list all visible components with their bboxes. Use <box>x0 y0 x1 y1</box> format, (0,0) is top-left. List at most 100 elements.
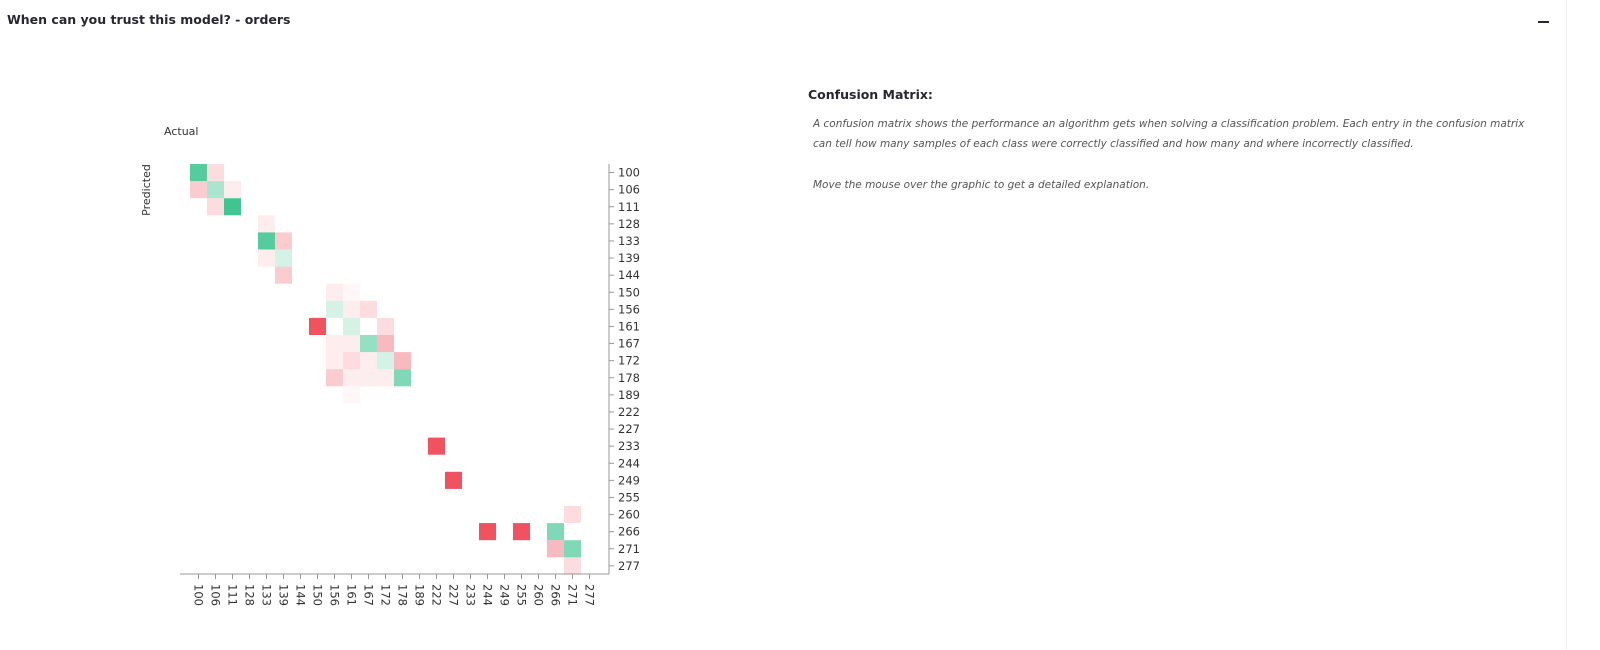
x-tick-label: 271 <box>566 584 580 606</box>
x-tick-label: 106 <box>209 584 223 606</box>
heatmap-cell <box>224 198 241 216</box>
heatmap-cell <box>394 352 411 370</box>
heatmap-cell <box>564 540 581 558</box>
x-tick-label: 233 <box>464 584 478 606</box>
section-title: When can you trust this model? - orders <box>7 12 291 27</box>
y-tick-label: 106 <box>618 183 640 197</box>
heatmap-cell <box>343 283 360 301</box>
y-tick-label: 260 <box>618 508 640 522</box>
y-tick-label: 255 <box>618 490 640 504</box>
y-tick-label: 277 <box>618 559 640 573</box>
y-tick-label: 172 <box>618 354 640 368</box>
heatmap-cell <box>360 369 377 387</box>
x-tick-label: 255 <box>515 584 529 606</box>
x-tick-label: 244 <box>481 584 495 606</box>
heatmap-cell <box>513 523 530 541</box>
heatmap-cell <box>207 164 224 182</box>
heatmap-cell <box>275 249 292 267</box>
x-tick-label: 178 <box>396 584 410 606</box>
heatmap-cell <box>564 557 581 575</box>
heatmap-cell <box>377 369 394 387</box>
heatmap-cell <box>190 181 207 199</box>
heatmap-cell <box>258 232 275 250</box>
y-tick-label: 189 <box>618 388 640 402</box>
x-tick-label: 144 <box>294 584 308 606</box>
x-tick-label: 111 <box>226 584 240 606</box>
y-tick-label: 156 <box>618 302 640 316</box>
heatmap-cell <box>343 317 360 335</box>
heatmap-cell <box>394 369 411 387</box>
x-tick-label: 249 <box>498 584 512 606</box>
y-tick-label: 139 <box>618 251 640 265</box>
chart: Actual Predicted 10010010610611111112812… <box>140 125 640 606</box>
y-tick-label: 133 <box>618 234 640 248</box>
x-tick-label: 172 <box>379 584 393 606</box>
x-tick-label: 260 <box>532 584 546 606</box>
y-tick-label: 128 <box>618 217 640 231</box>
heatmap-cell <box>309 317 326 335</box>
heatmap-cell <box>360 352 377 370</box>
heatmap-cell <box>207 181 224 199</box>
collapse-button[interactable] <box>1538 21 1549 23</box>
y-tick-label: 249 <box>618 473 640 487</box>
y-tick-label: 144 <box>618 268 640 282</box>
x-tick-label: 167 <box>362 584 376 606</box>
x-tick-label: 277 <box>583 584 597 606</box>
y-tick-label: 111 <box>618 200 640 214</box>
heatmap-cell <box>360 300 377 318</box>
y-tick-label: 150 <box>618 285 640 299</box>
description: Move the mouse over the graphic to get a… <box>813 179 1150 191</box>
x-tick-label: 156 <box>328 584 342 606</box>
heatmap-cell <box>190 164 207 182</box>
heatmap-cell <box>377 352 394 370</box>
y-tick-label: 222 <box>618 405 640 419</box>
heatmap-cell <box>343 369 360 387</box>
heatmap-cell <box>275 266 292 284</box>
border <box>1566 0 1567 650</box>
panel-title: Confusion Matrix: <box>808 87 933 102</box>
heatmap-cell <box>224 181 241 199</box>
heatmap-cell <box>343 300 360 318</box>
description: A confusion matrix shows the performance… <box>813 118 1525 150</box>
heatmap-cell <box>479 523 496 541</box>
y-axis-label: Predicted <box>140 164 153 216</box>
heatmap-cell <box>275 232 292 250</box>
heatmap-cell <box>343 386 360 404</box>
y-tick-label: 161 <box>618 319 640 333</box>
heatmap-cell <box>326 300 343 318</box>
x-tick-label: 100 <box>192 584 206 606</box>
heatmap-cell <box>343 335 360 353</box>
heatmap-cell <box>258 215 275 233</box>
heatmap-cell <box>428 437 445 455</box>
y-tick-label: 227 <box>618 422 640 436</box>
y-tick-label: 266 <box>618 525 640 539</box>
y-tick-label: 178 <box>618 371 640 385</box>
heatmap-cell <box>326 283 343 301</box>
y-tick-label: 271 <box>618 542 640 556</box>
x-tick-label: 150 <box>311 584 325 606</box>
x-tick-label: 189 <box>413 584 427 606</box>
x-tick-label: 227 <box>447 584 461 606</box>
heatmap-cell <box>377 317 394 335</box>
x-tick-label: 266 <box>549 584 563 606</box>
y-tick-label: 233 <box>618 439 640 453</box>
heatmap-cell <box>343 352 360 370</box>
x-tick-label: 161 <box>345 584 359 606</box>
y-tick-label: 167 <box>618 337 640 351</box>
heatmap-cell <box>360 335 377 353</box>
heatmap-cell <box>547 523 564 541</box>
heatmap-cell <box>377 335 394 353</box>
heatmap-cell <box>207 198 224 216</box>
heatmap-cell <box>326 369 343 387</box>
heatmap-cell <box>326 335 343 353</box>
x-tick-label: 133 <box>260 584 274 606</box>
heatmap-cell <box>326 352 343 370</box>
heatmap-cell <box>445 471 462 489</box>
x-tick-label: 139 <box>277 584 291 606</box>
x-tick-label: 128 <box>243 584 257 606</box>
heatmap-cell <box>564 506 581 524</box>
y-tick-label: 100 <box>618 166 640 180</box>
y-tick-label: 244 <box>618 456 640 470</box>
x-axis-label: Actual <box>164 125 198 138</box>
